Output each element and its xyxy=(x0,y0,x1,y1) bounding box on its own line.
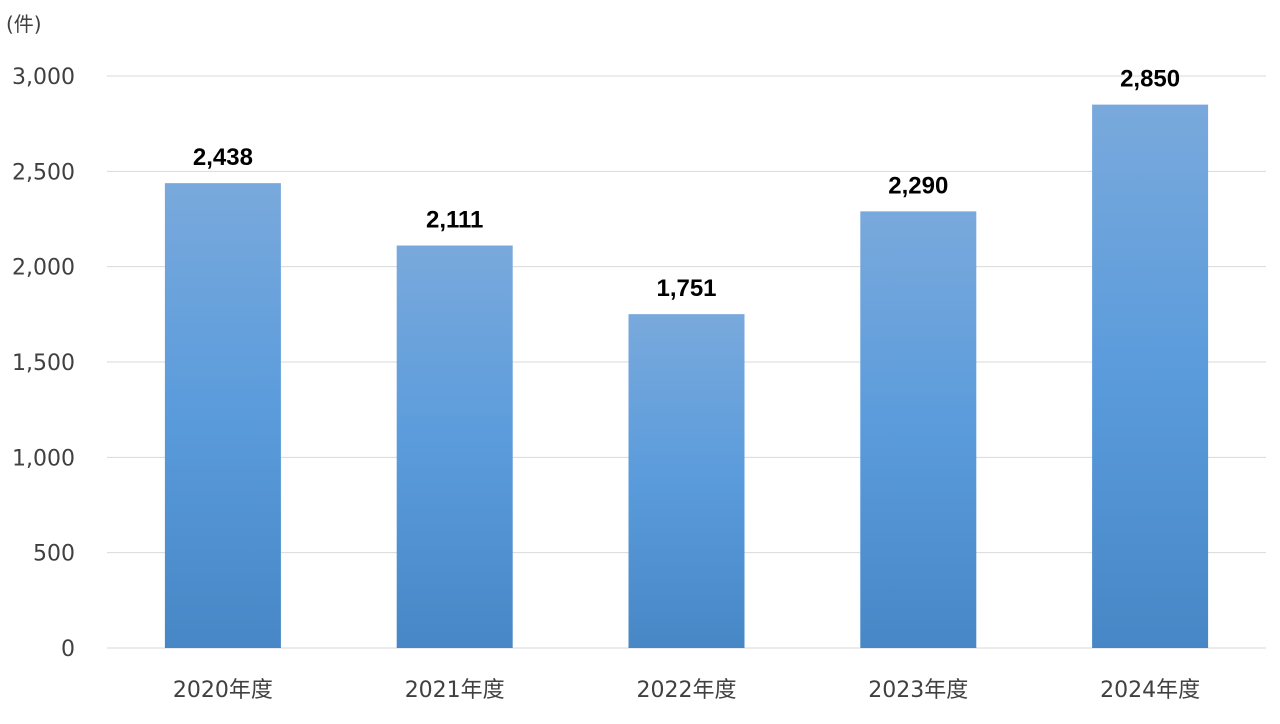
x-tick-label: 2023年度 xyxy=(868,678,968,703)
x-tick-label: 2022年度 xyxy=(637,678,737,703)
y-tick-label: 2,500 xyxy=(12,160,75,185)
data-label: 2,438 xyxy=(193,144,253,171)
bar xyxy=(396,245,513,648)
y-tick-label: 1,000 xyxy=(12,446,75,471)
data-label: 2,111 xyxy=(426,207,483,234)
y-tick-label: 2,000 xyxy=(12,256,75,281)
y-tick-label: 3,000 xyxy=(12,65,75,90)
y-axis-unit-label: (件) xyxy=(6,12,42,36)
x-tick-label: 2021年度 xyxy=(405,678,505,703)
data-label: 2,850 xyxy=(1120,66,1180,93)
bar xyxy=(860,211,977,648)
y-tick-label: 500 xyxy=(33,542,75,567)
bar xyxy=(1092,104,1209,649)
x-tick-label: 2024年度 xyxy=(1100,678,1200,703)
data-label: 1,751 xyxy=(656,275,716,302)
y-tick-label: 1,500 xyxy=(12,351,75,376)
x-tick-label: 2020年度 xyxy=(173,678,273,703)
bar xyxy=(164,183,281,648)
y-tick-label: 0 xyxy=(61,637,75,662)
bar xyxy=(628,314,745,648)
data-label: 2,290 xyxy=(888,172,948,199)
